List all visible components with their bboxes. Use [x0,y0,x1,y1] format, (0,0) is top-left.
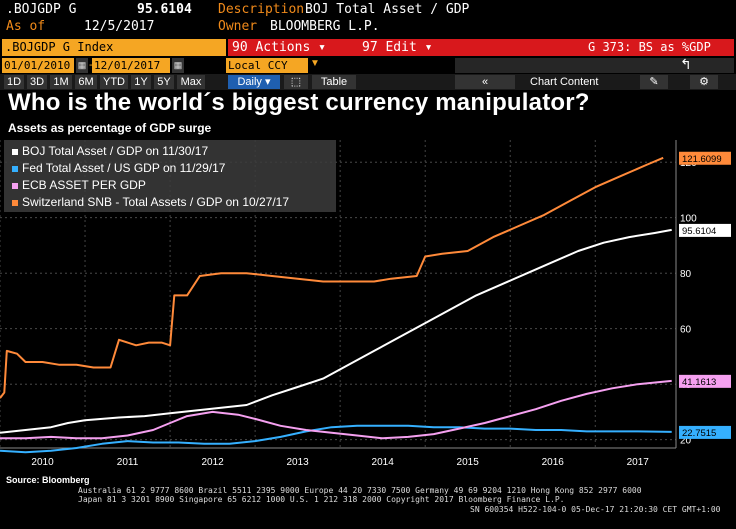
legend-label: Switzerland SNB - Total Assets / GDP on … [22,195,290,209]
chevron-down-icon[interactable]: ▼ [310,58,320,69]
y-tick-label: 100 [680,214,697,225]
description-value: BOJ Total Asset / GDP [305,2,470,17]
x-tick-label: 2012 [201,457,224,468]
footer-contacts: Australia 61 2 9777 8600 Brazil 5511 239… [78,486,642,495]
y-tick-label: 60 [680,325,692,336]
x-tick-label: 2014 [372,457,395,468]
series-line [0,156,664,399]
description-label: Description [218,2,305,17]
series-line [0,379,672,440]
last-value-label: 41.1613 [682,377,716,388]
period-button-6m[interactable]: 6M [75,75,97,89]
last-value-label: 121.6099 [682,154,722,165]
chart-icon[interactable]: ⬚ [284,75,308,89]
legend-swatch [12,182,18,189]
owner-label: Owner [218,19,258,34]
frequency-label: Daily [237,76,262,88]
security-input[interactable]: .BOJGDP G Index [2,39,226,56]
actions-button[interactable]: 90 Actions ▾ [232,40,326,55]
x-tick-label: 2010 [31,457,54,468]
legend-item: ECB ASSET PER GDP [12,178,146,192]
y-tick-label: 80 [680,269,692,280]
double-left-arrow-icon[interactable]: « [455,75,515,89]
legend-label: BOJ Total Asset / GDP on 11/30/17 [22,144,209,158]
edit-button[interactable]: 97 Edit ▾ [362,40,433,55]
legend-swatch [12,199,18,206]
legend-label: Fed Total Asset / US GDP on 11/29/17 [22,161,226,175]
chart-canvas: 2040608010012020102011201220132014201520… [0,140,731,468]
undo-icon[interactable]: ↰ [680,56,692,72]
x-tick-label: 2011 [117,457,139,468]
last-value-label: 22.7515 [682,428,716,439]
series-line [0,228,672,434]
footer-session: SN 600354 H522-104-0 05-Dec-17 21:20:30 … [470,505,721,514]
period-button-1m[interactable]: 1M [50,75,72,89]
last-price: 95.6104 [137,2,192,17]
chart-legend: BOJ Total Asset / GDP on 11/30/17 Fed Tot… [4,140,336,212]
x-tick-label: 2015 [457,457,480,468]
legend-item: Fed Total Asset / US GDP on 11/29/17 [12,161,225,175]
chart-content-button[interactable]: Chart Content [530,76,599,88]
start-date-input[interactable]: 01/01/2010 [2,58,74,73]
last-value-box [679,223,731,237]
function-label: G 373: BS as %GDP [588,40,711,54]
end-date-input[interactable]: 12/01/2017 [92,58,170,73]
last-value-box [679,374,731,388]
legend-item: BOJ Total Asset / GDP on 11/30/17 [12,144,208,158]
last-value-label: 95.6104 [682,226,716,237]
ticker-symbol: .BOJGDP G [6,2,77,17]
page-subtitle: Assets as percentage of GDP surge [8,121,212,135]
edit-icon[interactable]: ✎ [640,75,668,89]
currency-select[interactable]: Local CCY [226,58,308,73]
legend-item: Switzerland SNB - Total Assets / GDP on … [12,195,289,209]
legend-label: ECB ASSET PER GDP [22,178,146,192]
last-value-box [679,425,731,439]
command-bar [228,39,734,56]
period-button-1d[interactable]: 1D [4,75,24,89]
last-value-box [679,151,731,165]
owner-value: BLOOMBERG L.P. [270,19,380,34]
period-button-1y[interactable]: 1Y [131,75,151,89]
source-note: Source: Bloomberg [6,475,90,485]
as-of-value: 12/5/2017 [84,19,155,34]
y-tick-label: 20 [680,436,692,447]
legend-swatch [12,165,18,172]
period-button-max[interactable]: Max [177,75,205,89]
x-tick-label: 2017 [627,457,650,468]
period-button-3d[interactable]: 3D [27,75,47,89]
calendar-icon[interactable]: ▦ [172,58,184,73]
as-of-label: As of [6,19,46,34]
date-separator: - [89,59,93,71]
series-line [0,424,672,454]
footer-contacts-2: Japan 81 3 3201 8900 Singapore 65 6212 1… [78,495,565,504]
x-tick-label: 2016 [542,457,565,468]
chevron-down-icon: ▾ [264,76,271,88]
period-button-ytd[interactable]: YTD [100,75,128,89]
toolbar-spacer [455,58,734,73]
period-button-5y[interactable]: 5Y [154,75,174,89]
legend-swatch [12,148,18,155]
x-tick-label: 2013 [286,457,309,468]
frequency-select[interactable]: Daily ▾ [228,75,280,89]
table-button[interactable]: Table [312,75,356,89]
calendar-icon[interactable]: ▦ [76,58,88,73]
page-title: Who is the world´s biggest currency mani… [8,89,590,116]
gear-icon[interactable]: ⚙ [690,75,718,89]
